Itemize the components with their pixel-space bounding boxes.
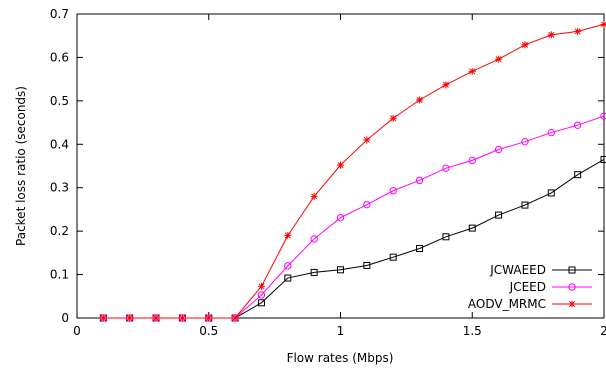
square-marker xyxy=(257,299,265,307)
x-axis-title: Flow rates (Mbps) xyxy=(287,351,394,365)
y-tick-label: 0 xyxy=(61,311,69,325)
star-marker xyxy=(547,31,555,39)
y-tick-label: 0.4 xyxy=(50,137,69,151)
y-tick-label: 0.7 xyxy=(50,7,69,21)
star-marker xyxy=(152,314,160,322)
circle-marker xyxy=(415,176,424,185)
star-marker xyxy=(284,231,292,239)
circle-marker xyxy=(600,112,606,120)
square-marker xyxy=(547,189,555,197)
y-tick-label: 0.2 xyxy=(50,224,69,238)
circle-marker xyxy=(568,283,576,291)
legend-label: JCWAEED xyxy=(489,263,546,277)
star-marker xyxy=(600,20,606,28)
star-marker xyxy=(574,27,582,35)
circle-marker xyxy=(284,262,292,270)
star-marker xyxy=(568,300,576,308)
square-marker xyxy=(600,155,606,163)
x-tick-label: 0 xyxy=(73,324,81,338)
circle-marker xyxy=(547,128,555,137)
legend-label: JCEED xyxy=(509,280,546,294)
star-marker xyxy=(495,55,503,63)
x-tick-label: 1.5 xyxy=(463,324,482,338)
y-tick-label: 0.3 xyxy=(50,181,69,195)
legend-item: AODV_MRMC xyxy=(468,297,592,311)
circle-marker xyxy=(442,164,450,172)
circle-marker xyxy=(310,235,318,243)
y-tick-label: 0.6 xyxy=(50,50,69,64)
square-marker xyxy=(568,266,576,274)
star-marker xyxy=(310,192,318,200)
star-marker xyxy=(126,314,134,322)
star-marker xyxy=(416,96,424,104)
x-tick-label: 2 xyxy=(600,324,606,338)
x-tick-label: 0.5 xyxy=(199,324,218,338)
star-marker xyxy=(99,314,107,322)
square-marker xyxy=(468,224,476,232)
circle-marker xyxy=(521,137,529,146)
star-marker xyxy=(178,314,186,322)
circle-marker xyxy=(573,121,582,129)
star-marker xyxy=(389,114,397,122)
x-axis: 0 0.5 1 1.5 2 xyxy=(73,14,606,338)
legend-item: JCEED xyxy=(509,280,592,294)
series-layer xyxy=(99,20,606,322)
series-line xyxy=(103,159,605,319)
star-marker xyxy=(337,161,344,169)
star-marker xyxy=(205,314,213,322)
square-marker xyxy=(363,261,371,269)
y-axis: 0 0.1 0.2 0.3 0.4 0.5 0.6 0.7 xyxy=(50,7,604,325)
square-marker xyxy=(495,211,503,219)
square-marker xyxy=(521,201,529,209)
square-marker xyxy=(389,253,397,261)
y-tick-label: 0.1 xyxy=(50,268,69,282)
series-line xyxy=(103,23,605,319)
star-marker xyxy=(231,314,239,322)
y-axis-title: Packet loss ratio (seconds) xyxy=(14,86,28,246)
circle-marker xyxy=(257,291,266,299)
square-marker xyxy=(442,233,450,241)
star-marker xyxy=(442,81,450,89)
square-marker xyxy=(416,245,424,253)
square-marker xyxy=(284,274,292,282)
star-marker xyxy=(468,67,476,75)
star-marker xyxy=(257,282,265,290)
circle-marker xyxy=(468,156,476,165)
legend-item: JCWAEED xyxy=(489,263,592,277)
square-marker xyxy=(310,268,318,276)
x-tick-label: 1 xyxy=(337,324,345,338)
circle-marker xyxy=(389,187,397,195)
star-marker xyxy=(521,41,529,49)
circle-marker xyxy=(336,213,345,222)
square-marker xyxy=(337,266,344,274)
circle-marker xyxy=(363,200,371,209)
circle-marker xyxy=(494,145,503,154)
y-tick-label: 0.5 xyxy=(50,94,69,108)
square-marker xyxy=(574,171,582,179)
legend: JCWAEED JCEED AODV_MRMC xyxy=(468,263,592,311)
star-marker xyxy=(363,136,371,144)
legend-label: AODV_MRMC xyxy=(468,297,546,311)
series-aodv-mrmc xyxy=(99,20,606,322)
